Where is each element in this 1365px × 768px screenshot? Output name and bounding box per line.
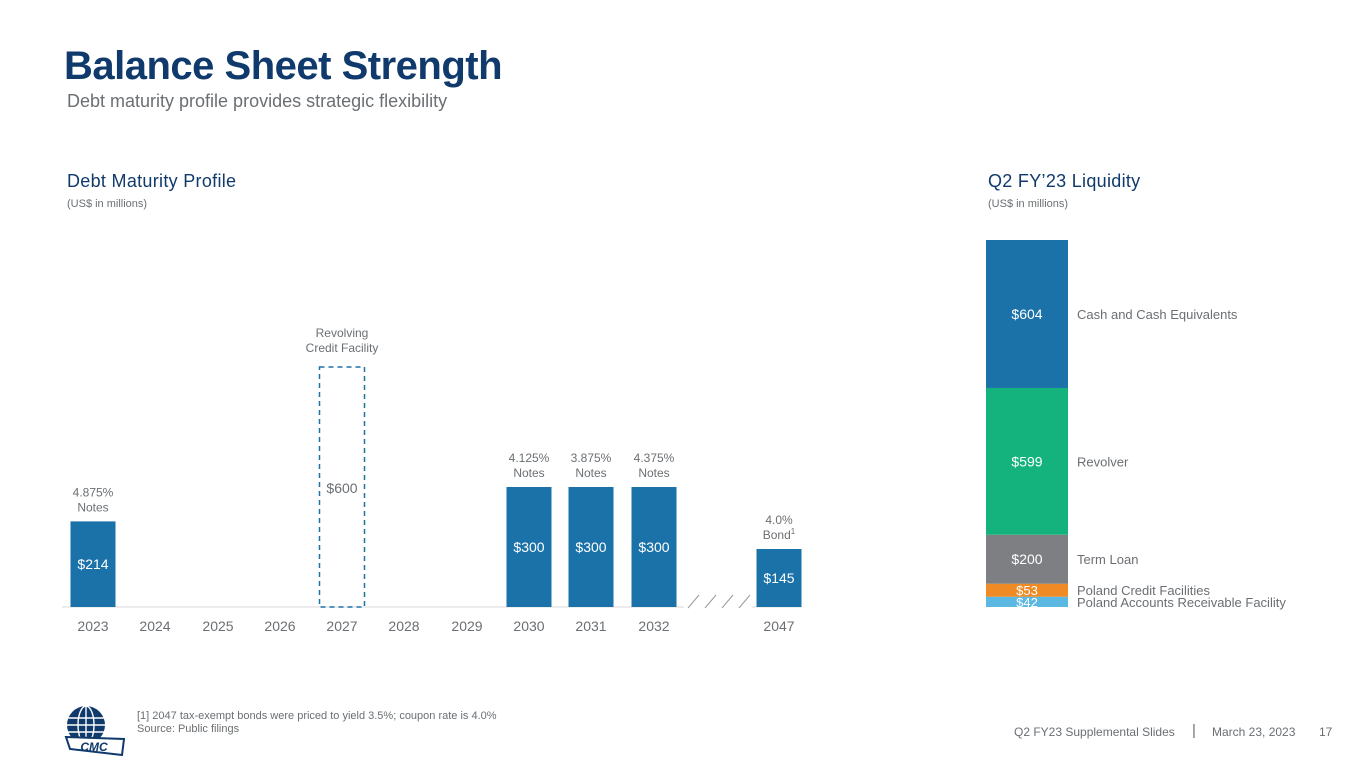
axis-break-slash: [738, 594, 751, 609]
logo-wordmark: CMC: [80, 740, 108, 754]
bar-value-label: $145: [763, 570, 794, 586]
bar-annotation: Notes: [77, 500, 108, 514]
axis-break-slash: [687, 594, 700, 609]
debt-maturity-title: Debt Maturity Profile: [67, 171, 237, 191]
x-tick-label: 2031: [575, 618, 606, 634]
x-tick-label: 2047: [763, 618, 794, 634]
x-tick-label: 2027: [326, 618, 357, 634]
x-tick-label: 2024: [139, 618, 170, 634]
bar-annotation: 4.0%: [765, 513, 793, 527]
liquidity-segment: [986, 583, 1068, 597]
x-tick-label: 2032: [638, 618, 669, 634]
bar-annotation: Notes: [638, 466, 669, 480]
page-subtitle: Debt maturity profile provides strategic…: [67, 91, 448, 111]
axis-break-slash: [704, 594, 717, 609]
bar-annotation: 4.875%: [73, 485, 114, 499]
liquidity-value-label: $604: [1011, 306, 1042, 322]
liquidity-units-note: (US$ in millions): [988, 198, 1069, 210]
x-tick-label: 2030: [513, 618, 544, 634]
liquidity-segment: [986, 534, 1068, 584]
x-tick-label: 2029: [451, 618, 482, 634]
liquidity-legend-label: Poland Credit Facilities: [1077, 583, 1210, 598]
footnote-1: [1] 2047 tax-exempt bonds were priced to…: [137, 710, 497, 722]
debt-units-note: (US$ in millions): [67, 198, 148, 210]
footer-separator: |: [1192, 722, 1196, 739]
x-tick-label: 2023: [77, 618, 108, 634]
cmc-globe-logo: CMC: [64, 705, 126, 757]
liquidity-value-label: $53: [1016, 583, 1038, 598]
page-title: Balance Sheet Strength: [64, 44, 503, 88]
footnote-source: Source: Public filings: [137, 723, 240, 735]
liquidity-title: Q2 FY’23 Liquidity: [988, 171, 1141, 191]
liquidity-legend-label: Term Loan: [1077, 552, 1138, 567]
bar-value-label: $214: [77, 556, 108, 572]
bar-2031: [568, 487, 614, 607]
liquidity-legend-label: Poland Accounts Receivable Facility: [1077, 595, 1286, 610]
liquidity-segment: [986, 240, 1068, 388]
liquidity-value-label: $42: [1016, 595, 1038, 610]
bar-value-label: $600: [326, 480, 357, 496]
footer-page-number: 17: [1319, 725, 1333, 739]
x-tick-label: 2026: [264, 618, 295, 634]
footnote-superscript: 1: [791, 527, 796, 536]
bar-annotation: Revolving: [316, 326, 369, 340]
bar-2047: [756, 549, 802, 607]
bar-annotation: Notes: [513, 466, 544, 480]
liquidity-segment: [986, 596, 1068, 607]
bar-value-label: $300: [513, 539, 544, 555]
bar-annotation: Bond1: [763, 527, 796, 542]
liquidity-value-label: $200: [1011, 551, 1042, 567]
footer-deck-name: Q2 FY23 Supplemental Slides: [1014, 725, 1175, 739]
bar-annotation: 4.125%: [509, 451, 550, 465]
liquidity-value-label: $599: [1011, 453, 1042, 469]
bar-value-label: $300: [638, 539, 669, 555]
footer-date: March 23, 2023: [1212, 725, 1296, 739]
bar-2023: [70, 521, 116, 607]
bar-2032: [631, 487, 677, 607]
bar-revolving-credit-facility: [318, 366, 366, 608]
x-tick-label: 2025: [202, 618, 233, 634]
bar-annotation: 3.875%: [571, 451, 612, 465]
x-tick-label: 2028: [388, 618, 419, 634]
axis-break-slash: [721, 594, 734, 609]
bar-2030: [506, 487, 552, 607]
bar-annotation: Notes: [575, 466, 606, 480]
bar-value-label: $300: [575, 539, 606, 555]
liquidity-legend-label: Revolver: [1077, 454, 1129, 469]
liquidity-segment: [986, 387, 1068, 535]
bar-annotation: Credit Facility: [306, 341, 379, 355]
liquidity-legend-label: Cash and Cash Equivalents: [1077, 307, 1238, 322]
footnotes: [1] 2047 tax-exempt bonds were priced to…: [137, 710, 497, 736]
bar-annotation: 4.375%: [634, 451, 675, 465]
